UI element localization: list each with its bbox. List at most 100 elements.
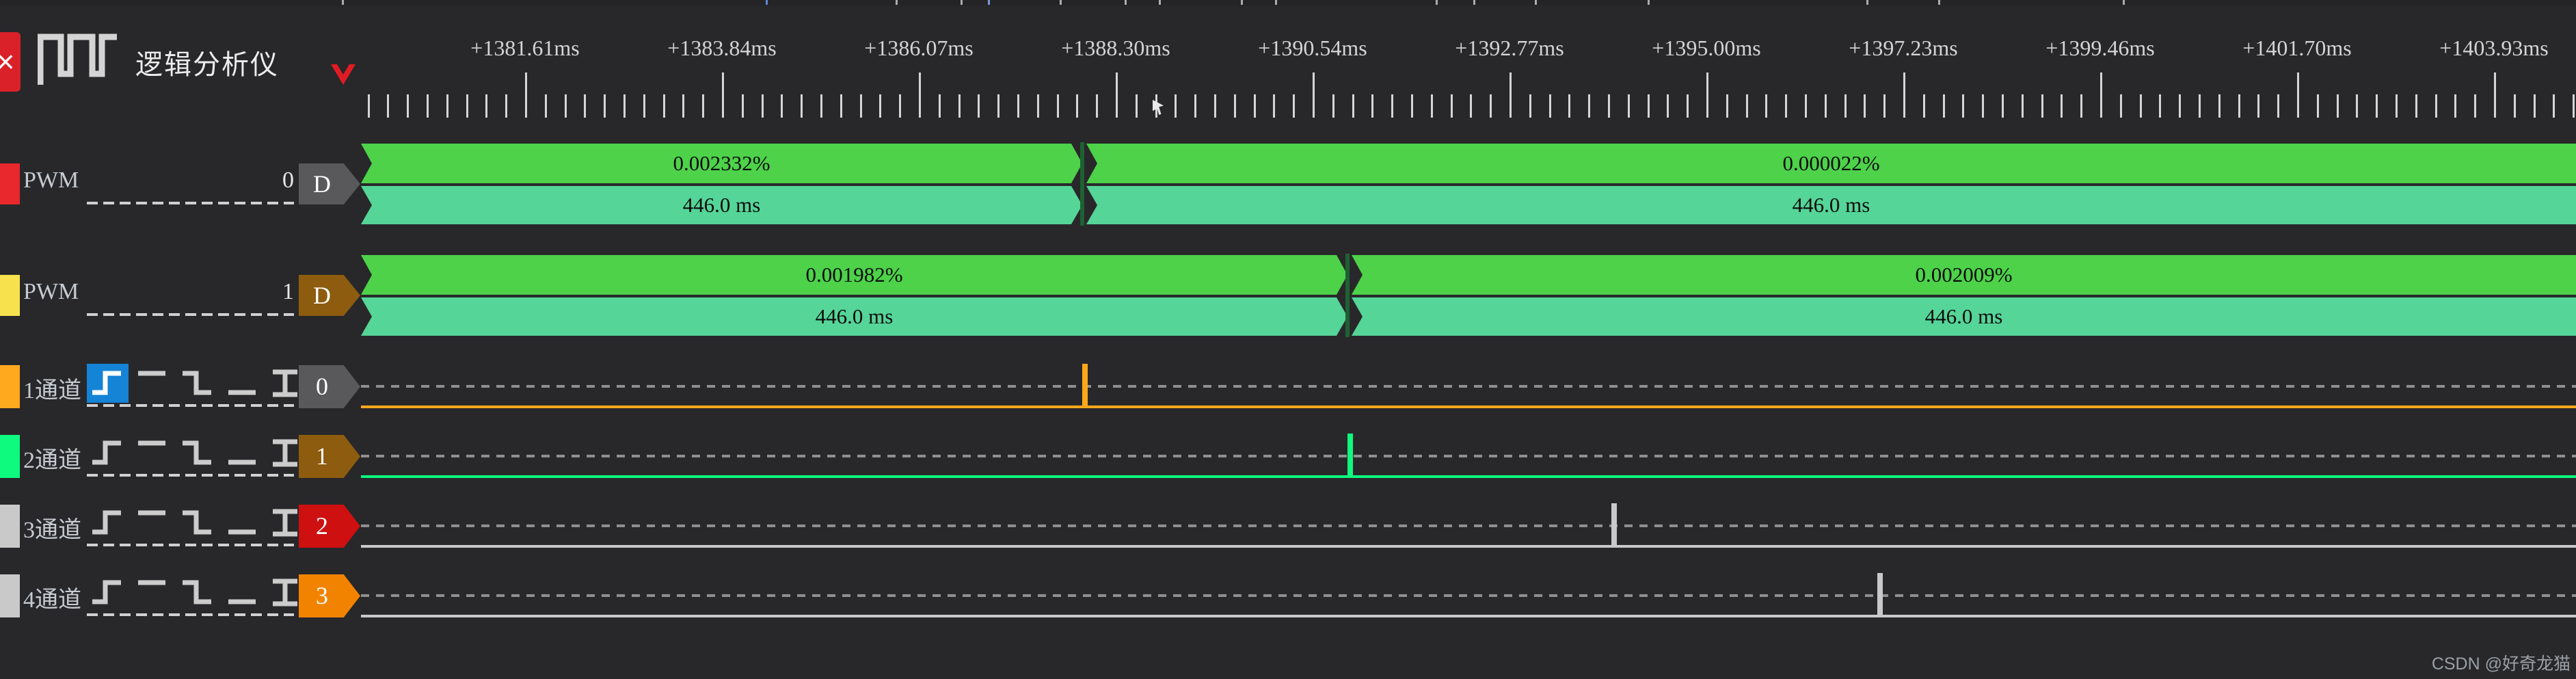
ruler-minor-tick: [820, 94, 822, 118]
trigger-rising-edge-icon[interactable]: [87, 573, 129, 612]
ruler-minor-tick: [2277, 94, 2279, 118]
ruler[interactable]: +1381.61ms +1383.84ms +1386.07ms +1388.30ms…: [0, 5, 2576, 118]
ruler-time-label: +1381.61ms: [470, 36, 580, 60]
pwm-decoder-badge[interactable]: D: [299, 275, 360, 316]
channel-number-badge[interactable]: 3: [299, 574, 360, 617]
trigger-rising-edge-icon[interactable]: [87, 364, 129, 403]
ruler-minor-tick: [2140, 94, 2142, 118]
ruler-minor-tick: [840, 94, 842, 118]
ruler-minor-tick: [2514, 94, 2516, 118]
pwm-duty-value: 0.000022%: [1086, 144, 2576, 183]
trigger-either-edge-icon[interactable]: [265, 573, 306, 612]
close-button[interactable]: ×: [0, 32, 21, 92]
pwm-decoder-badge[interactable]: D: [299, 163, 360, 204]
trigger-position-marker-icon[interactable]: [331, 64, 355, 85]
trigger-falling-edge-icon[interactable]: [176, 434, 217, 472]
trigger-falling-edge-icon[interactable]: [176, 364, 217, 403]
ruler-minor-tick: [1273, 94, 1275, 118]
trigger-low-level-icon[interactable]: [220, 434, 262, 472]
trigger-low-level-icon[interactable]: [220, 503, 262, 542]
pwm-decoded-segment[interactable]: 0.000022% 446.0 ms: [1086, 144, 2576, 224]
clipped-titlebar-strip: [0, 0, 2576, 5]
ruler-minor-tick: [1864, 94, 1866, 118]
ruler-minor-tick: [1096, 94, 1098, 118]
square-wave-logo-icon: [38, 34, 117, 85]
ruler-minor-tick: [1844, 94, 1847, 118]
trigger-low-level-icon[interactable]: [220, 573, 262, 612]
channel-color-swatch[interactable]: [0, 435, 20, 478]
channel-high-level-dashed-line: [361, 524, 2576, 527]
ruler-minor-tick: [762, 94, 764, 118]
ruler-time-label: +1386.07ms: [864, 36, 974, 60]
ruler-minor-tick: [1726, 94, 1728, 118]
pwm-decoded-segment[interactable]: 0.001982% 446.0 ms: [361, 255, 1347, 336]
ruler-minor-tick: [2553, 94, 2555, 118]
clipped-text-fragment: [1535, 0, 1537, 5]
ruler-minor-tick: [1194, 94, 1196, 118]
ruler-minor-tick: [1451, 94, 1453, 118]
ruler-major-tick: [919, 72, 921, 118]
channel-pulse-spike: [1082, 364, 1088, 407]
channel-number-badge[interactable]: 1: [299, 435, 360, 478]
pwm-row-label: PWM: [23, 279, 79, 304]
trigger-high-level-icon[interactable]: [131, 573, 173, 612]
channel-color-swatch[interactable]: [0, 365, 20, 408]
trigger-rising-edge-icon[interactable]: [87, 434, 129, 472]
channel-number-badge[interactable]: 2: [299, 505, 360, 548]
trigger-low-level-icon[interactable]: [220, 364, 262, 403]
ruler-minor-tick: [2317, 94, 2319, 118]
ruler-time-label: +1383.84ms: [667, 36, 777, 60]
channel-pulse-spike: [1877, 573, 1883, 616]
pwm-decoded-segment[interactable]: 0.002009% 446.0 ms: [1352, 255, 2576, 336]
pwm-duty-value: 0.001982%: [361, 255, 1347, 295]
ruler-major-tick: [722, 72, 724, 118]
ruler-minor-tick: [1391, 94, 1393, 118]
ruler-minor-tick: [2080, 94, 2082, 118]
trigger-high-level-icon[interactable]: [131, 364, 173, 403]
trigger-either-edge-icon[interactable]: [265, 434, 306, 472]
clipped-text-fragment: [1060, 0, 1062, 5]
pwm-label-dashed-line: [87, 202, 294, 204]
ruler-minor-tick: [1470, 94, 1472, 118]
ruler-minor-tick: [604, 94, 606, 118]
channel-color-swatch[interactable]: [0, 574, 20, 617]
ruler-minor-tick: [2022, 94, 2024, 118]
pwm-channel-color-swatch[interactable]: [0, 163, 20, 204]
channel-high-level-dashed-line: [361, 455, 2576, 457]
trigger-high-level-icon[interactable]: [131, 434, 173, 472]
trigger-falling-edge-icon[interactable]: [176, 503, 217, 542]
ruler-time-label: +1401.70ms: [2242, 36, 2352, 60]
ruler-major-tick: [2297, 72, 2299, 118]
trigger-either-edge-icon[interactable]: [265, 364, 306, 403]
pwm-decoded-segment[interactable]: 0.002332% 446.0 ms: [361, 144, 1082, 224]
clipped-text-fragment: [896, 0, 898, 5]
ruler-minor-tick: [1648, 94, 1650, 118]
ruler-minor-tick: [899, 94, 901, 118]
trigger-high-level-icon[interactable]: [131, 503, 173, 542]
ruler-major-tick: [1313, 72, 1315, 118]
ruler-minor-tick: [2257, 94, 2259, 118]
clipped-text-fragment: [1436, 0, 1438, 5]
ruler-minor-tick: [663, 94, 665, 118]
app-title: 逻辑分析仪: [135, 49, 279, 80]
pwm-duty-value: 0.002009%: [1352, 255, 2576, 295]
ruler-minor-tick: [2356, 94, 2358, 118]
ruler-major-tick: [1510, 72, 1512, 118]
ruler-minor-tick: [505, 94, 507, 118]
trigger-either-edge-icon[interactable]: [265, 503, 306, 542]
trigger-rising-edge-icon[interactable]: [87, 503, 129, 542]
ruler-minor-tick: [2199, 94, 2201, 118]
channel-color-swatch[interactable]: [0, 505, 20, 548]
ruler-minor-tick: [1746, 94, 1748, 118]
ruler-minor-tick: [368, 94, 370, 118]
ruler-minor-tick: [2376, 94, 2378, 118]
ruler-minor-tick: [702, 94, 704, 118]
ruler-minor-tick: [2002, 94, 2004, 118]
channel-signal-line: [361, 475, 2576, 478]
ruler-minor-tick: [2396, 94, 2398, 118]
trigger-falling-edge-icon[interactable]: [176, 573, 217, 612]
pwm-channel-color-swatch[interactable]: [0, 275, 20, 316]
ruler-minor-tick: [1175, 94, 1177, 118]
channel-number-badge[interactable]: 0: [299, 365, 360, 408]
channel-label: 1通道: [23, 378, 81, 403]
